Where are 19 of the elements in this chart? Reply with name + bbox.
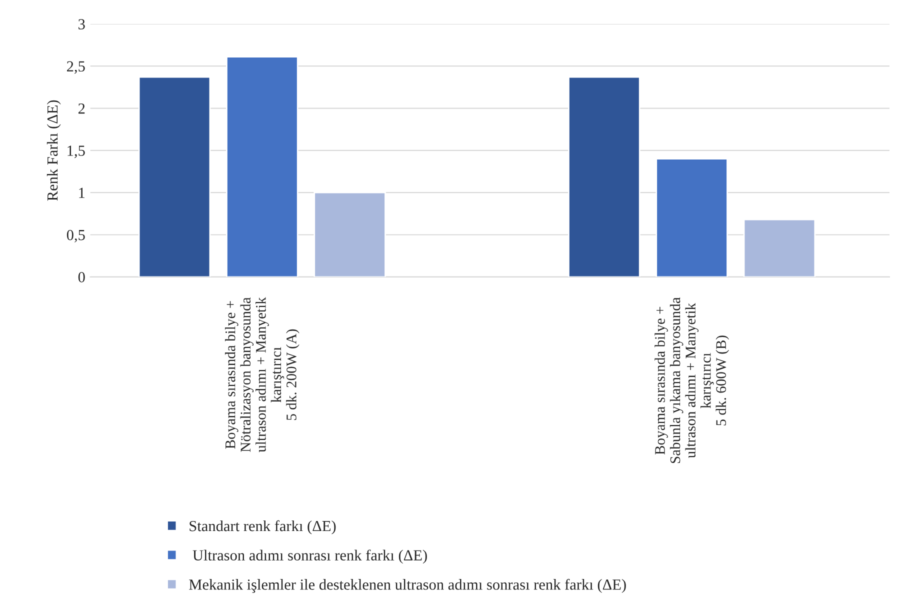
legend-label: Standart renk farkı (ΔE): [190, 520, 336, 534]
legend-label: Mekanik işlemler ile desteklenen ultrason adımı sonrası renk farkı (ΔE): [189, 578, 626, 593]
legend-label: Ultrason adımı sonrası renk farkı (ΔE): [192, 550, 427, 564]
y-axis-title: Renk Farkı (ΔE): [46, 100, 61, 201]
bar: [568, 76, 640, 277]
bar: [138, 76, 211, 277]
y-tick-label: 2,5: [67, 61, 85, 74]
bar: [314, 192, 386, 277]
y-tick-label: 0: [78, 272, 85, 282]
y-tick-label: 3: [78, 19, 85, 30]
bar: [226, 56, 298, 277]
y-tick-label: 2: [78, 103, 85, 114]
bar: [656, 158, 728, 277]
x-tick-label: Boyama sırasında bilye + Sabunla yıkama banyosunda ultrason adımı + Manyetik karıştırıcı 5 dk. 600W (B): [654, 297, 729, 464]
y-tick-label: 0,5: [66, 230, 85, 242]
y-tick-label: 1,5: [68, 146, 85, 158]
bar: [743, 218, 816, 277]
x-tick-label: Boyama sırasında bilye + Nötralizasyon banyosunda ultrason adımı + Manyetik karıştırıcı 5 dk. 200W (A): [224, 297, 300, 452]
y-tick-label: 1: [79, 188, 85, 198]
